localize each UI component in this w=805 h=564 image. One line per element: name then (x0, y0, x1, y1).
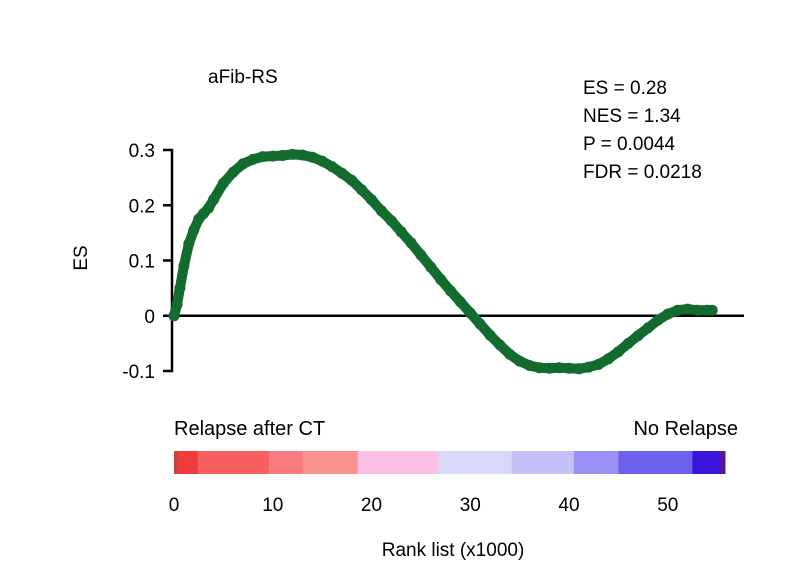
rank-bar-segment (692, 451, 721, 474)
es-point (612, 346, 624, 358)
rank-bar-segment (177, 451, 199, 474)
es-point (208, 194, 219, 206)
stat-es: ES = 0.28 (583, 78, 667, 99)
es-point (296, 149, 308, 161)
y-tick-label: 0.2 (129, 196, 155, 217)
rank-bar-segment (174, 451, 179, 474)
es-point (642, 322, 654, 334)
rank-bar-segment (511, 451, 575, 474)
es-point (277, 150, 289, 161)
es-point (385, 215, 397, 227)
stat-fdr: FDR = 0.0218 (583, 162, 702, 183)
es-point (672, 304, 684, 316)
es-point (573, 363, 585, 375)
es-point (706, 304, 718, 316)
es-point (484, 329, 496, 341)
es-point (593, 358, 605, 370)
es-point (237, 158, 249, 170)
rank-bar-segment (720, 451, 726, 474)
es-point (464, 307, 476, 319)
es-point (504, 348, 516, 360)
x-axis-ticks: 0 10 20 30 40 50 (169, 495, 679, 516)
es-point (336, 167, 348, 179)
es-point (435, 273, 447, 285)
rank-bar (174, 451, 726, 474)
rank-bar-right-label: No Relapse (633, 418, 738, 440)
y-tick-label: 0.3 (129, 141, 155, 162)
es-point (375, 205, 387, 217)
es-point (227, 166, 239, 178)
es-point (652, 314, 664, 326)
es-point (171, 299, 183, 311)
es-point (603, 353, 614, 365)
x-tick-label: 40 (558, 495, 579, 516)
es-point (662, 308, 674, 320)
es-point (445, 285, 456, 297)
stats-block: ES = 0.28 NES = 1.34 P = 0.0044 FDR = 0.… (583, 78, 702, 183)
stat-nes: NES = 1.34 (583, 106, 681, 127)
es-point (415, 249, 427, 261)
x-axis-label: Rank list (x1000) (382, 540, 525, 561)
rank-bar-segment (438, 451, 513, 474)
series-layer (168, 148, 718, 375)
es-point (247, 153, 259, 165)
rank-bar-segment (197, 451, 270, 474)
rank-bar-segment (573, 451, 619, 474)
x-tick-label: 30 (460, 495, 481, 516)
y-axis-label: ES (71, 245, 92, 270)
es-point (622, 337, 634, 349)
es-curve (169, 149, 718, 374)
es-point (691, 304, 703, 316)
es-point (287, 148, 298, 160)
y-axis: -0.1 0 0.1 0.2 0.3 (122, 141, 174, 383)
es-point (543, 362, 555, 374)
stat-p: P = 0.0044 (583, 134, 676, 155)
es-point (306, 151, 318, 163)
es-point (346, 174, 358, 186)
x-tick-label: 50 (657, 495, 678, 516)
es-point (174, 282, 186, 294)
es-point (533, 362, 545, 374)
es-point (425, 261, 437, 273)
rank-bar-segment (268, 451, 303, 474)
y-tick-label: -0.1 (122, 362, 155, 383)
es-point (395, 226, 407, 238)
es-point (524, 360, 535, 371)
es-point (405, 237, 417, 249)
es-point (494, 339, 506, 351)
es-point (217, 177, 229, 189)
rank-bar-segment (357, 451, 440, 474)
es-point (356, 184, 368, 196)
es-point (514, 355, 526, 367)
es-point (326, 161, 338, 173)
chart-title: aFib-RS (208, 67, 278, 88)
es-point (183, 238, 195, 250)
es-point (474, 318, 486, 330)
es-point (168, 310, 180, 322)
es-point (267, 150, 279, 162)
es-point (553, 362, 565, 374)
es-point (316, 155, 328, 167)
x-tick-label: 0 (169, 495, 180, 516)
y-tick-label: 0.1 (129, 252, 155, 273)
es-point (583, 361, 595, 373)
es-point (632, 330, 644, 342)
es-point (682, 303, 693, 315)
x-tick-label: 10 (262, 495, 283, 516)
es-point (178, 260, 190, 272)
es-point (366, 194, 377, 206)
es-point (563, 362, 575, 374)
es-point (203, 202, 215, 214)
y-tick-label: 0 (144, 307, 155, 328)
es-point (257, 151, 269, 163)
rank-bar-segment (302, 451, 359, 474)
x-tick-label: 20 (361, 495, 382, 516)
rank-bar-segment (618, 451, 693, 474)
es-point (188, 224, 200, 236)
es-point (454, 296, 466, 308)
rank-bar-left-label: Relapse after CT (174, 418, 325, 440)
